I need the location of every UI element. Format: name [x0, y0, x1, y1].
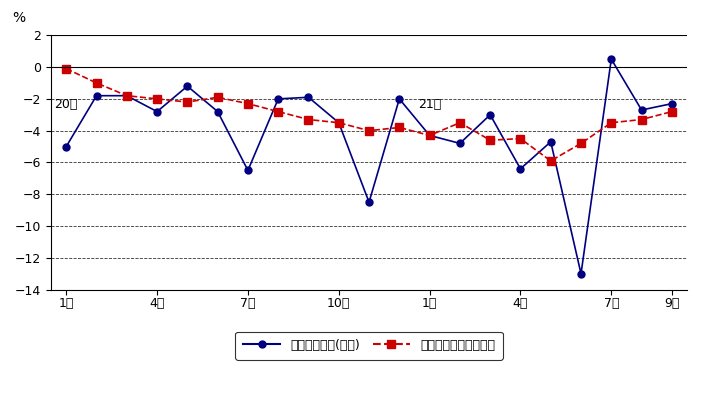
Legend: 現金給与総額(名目), きまって支給する給与: 現金給与総額(名目), きまって支給する給与 [235, 332, 503, 360]
Text: 20年: 20年 [55, 98, 78, 111]
Y-axis label: %: % [13, 11, 26, 25]
Text: 21年: 21年 [418, 98, 442, 111]
